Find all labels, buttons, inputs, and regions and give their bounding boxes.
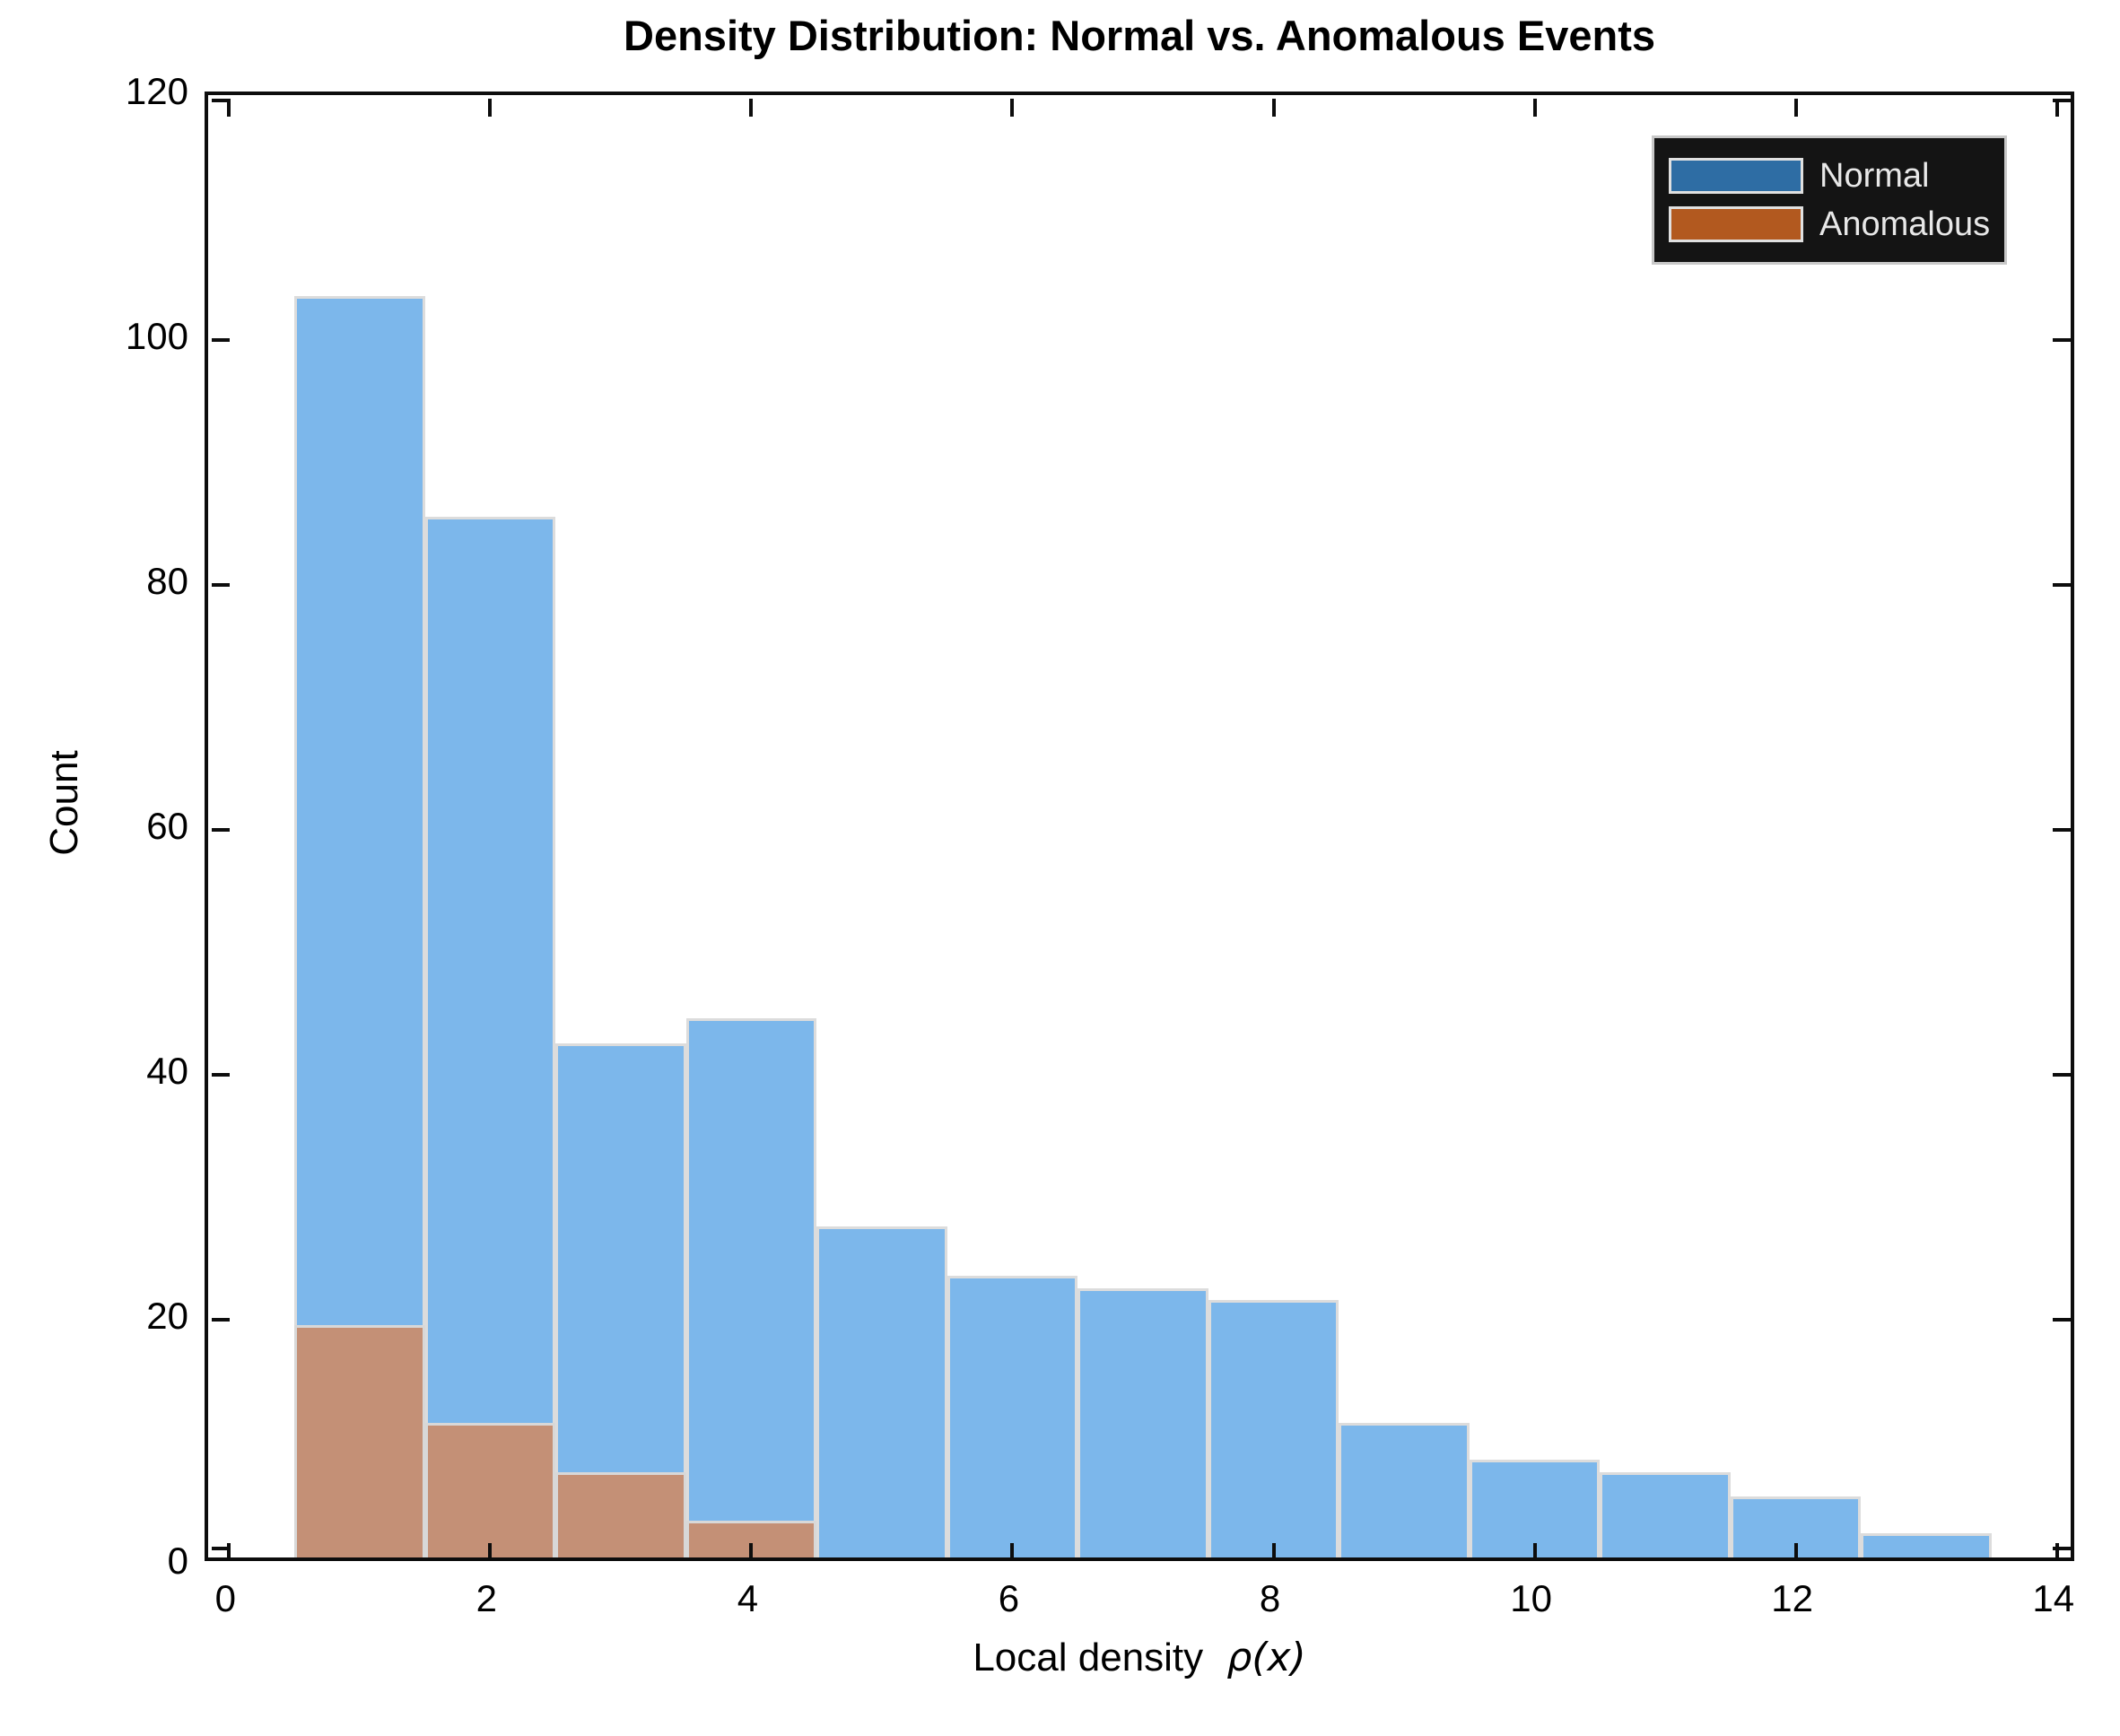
legend-swatch-normal: [1669, 158, 1803, 194]
x-tick-top-14: [2055, 99, 2059, 117]
y-tick-left-40: [212, 1073, 230, 1077]
x-tick-bottom-6: [1010, 1543, 1015, 1561]
x-tick-label-0: 0: [214, 1577, 236, 1619]
x-tick-label-2: 2: [475, 1577, 498, 1619]
x-axis-label: Local density ρ(x): [205, 1635, 2074, 1680]
x-tick-label-8: 8: [1259, 1577, 1281, 1619]
bar-normal-bin2: [424, 516, 556, 1557]
y-tick-label-60: 60: [146, 805, 188, 847]
x-tick-bottom-2: [488, 1543, 493, 1561]
bar-normal-bin6: [947, 1276, 1078, 1557]
y-tick-left-20: [212, 1318, 230, 1322]
x-tick-top-2: [488, 99, 493, 117]
legend-label-normal: Normal: [1819, 157, 1930, 195]
y-tick-left-100: [212, 338, 230, 342]
y-tick-left-0: [212, 1547, 230, 1550]
y-tick-right-80: [2053, 583, 2071, 587]
y-tick-left-120: [212, 99, 230, 102]
legend-row-anomalous: Anomalous: [1669, 203, 1990, 246]
legend: Normal Anomalous: [1652, 135, 2008, 265]
bar-normal-bin4: [685, 1018, 817, 1557]
x-axis-label-math: ρ(x): [1226, 1635, 1306, 1680]
y-tick-right-100: [2053, 338, 2071, 342]
y-tick-label-20: 20: [146, 1295, 188, 1337]
x-tick-bottom-0: [227, 1543, 231, 1561]
y-tick-label-0: 0: [167, 1540, 188, 1582]
chart-title: Density Distribution: Normal vs. Anomalo…: [624, 12, 1655, 59]
bar-anomalous-bin3: [555, 1471, 686, 1557]
y-tick-right-40: [2053, 1073, 2071, 1077]
bar-anomalous-bin1: [294, 1324, 425, 1557]
y-tick-label-100: 100: [125, 315, 188, 357]
bar-normal-bin8: [1208, 1300, 1339, 1557]
x-tick-top-0: [227, 99, 231, 117]
legend-row-normal: Normal: [1669, 154, 1990, 197]
y-tick-right-20: [2053, 1318, 2071, 1322]
bar-normal-bin9: [1339, 1422, 1470, 1557]
ticks-layer: [208, 95, 2071, 1561]
x-tick-top-10: [1532, 99, 1537, 117]
x-tick-label-4: 4: [737, 1577, 759, 1619]
x-axis-label-text: Local density: [973, 1636, 1204, 1679]
bar-normal-bin13: [1861, 1532, 1992, 1557]
x-tick-bottom-10: [1532, 1543, 1537, 1561]
y-tick-right-120: [2053, 99, 2071, 102]
y-tick-label-40: 40: [146, 1050, 188, 1092]
bar-normal-bin11: [1600, 1471, 1731, 1557]
bar-normal-bin10: [1469, 1459, 1601, 1557]
y-tick-left-60: [212, 828, 230, 832]
y-tick-left-80: [212, 583, 230, 587]
x-tick-label-10: 10: [1510, 1577, 1552, 1619]
legend-swatch-anomalous: [1669, 206, 1803, 242]
x-tick-label-12: 12: [1771, 1577, 1813, 1619]
y-axis-label: Count: [42, 750, 86, 856]
x-tick-label-14: 14: [2032, 1577, 2075, 1619]
plot-area: Normal Anomalous: [205, 92, 2074, 1561]
bars-layer: [208, 95, 2071, 1557]
y-tick-label-120: 120: [125, 70, 188, 112]
x-tick-bottom-8: [1271, 1543, 1276, 1561]
legend-label-anomalous: Anomalous: [1819, 205, 1991, 243]
x-tick-top-8: [1271, 99, 1276, 117]
y-tick-right-60: [2053, 828, 2071, 832]
bar-normal-bin3: [555, 1042, 686, 1557]
x-tick-top-12: [1793, 99, 1798, 117]
y-tick-label-80: 80: [146, 560, 188, 602]
bar-normal-bin7: [1077, 1287, 1208, 1557]
x-tick-top-4: [749, 99, 754, 117]
x-tick-bottom-4: [749, 1543, 754, 1561]
y-tick-right-0: [2053, 1547, 2071, 1550]
bar-normal-bin5: [816, 1226, 947, 1557]
x-tick-top-6: [1010, 99, 1015, 117]
x-tick-bottom-12: [1793, 1543, 1798, 1561]
x-tick-bottom-14: [2055, 1543, 2059, 1561]
x-tick-label-6: 6: [998, 1577, 1020, 1619]
bar-anomalous-bin2: [424, 1422, 556, 1557]
